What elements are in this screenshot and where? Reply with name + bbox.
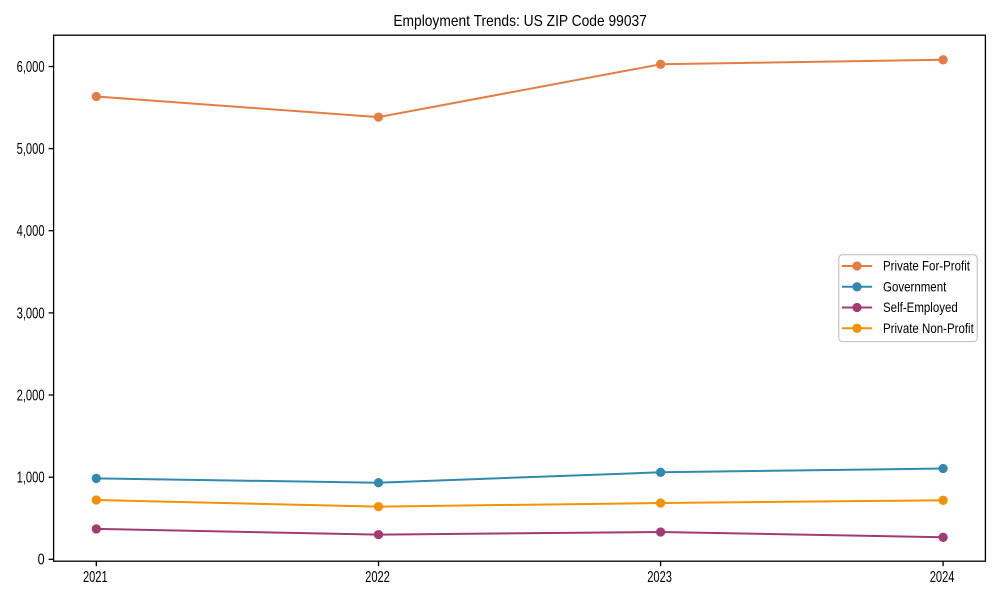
svg-text:2,000: 2,000 bbox=[17, 387, 45, 404]
svg-text:Employment Trends: US ZIP Code: Employment Trends: US ZIP Code 99037 bbox=[393, 13, 647, 30]
svg-text:6,000: 6,000 bbox=[17, 59, 45, 76]
svg-text:Government: Government bbox=[883, 279, 946, 295]
svg-text:5,000: 5,000 bbox=[17, 141, 45, 158]
svg-text:Private Non-Profit: Private Non-Profit bbox=[883, 320, 974, 336]
svg-text:1,000: 1,000 bbox=[17, 470, 45, 487]
svg-text:2022: 2022 bbox=[365, 569, 390, 586]
svg-text:2021: 2021 bbox=[83, 569, 108, 586]
svg-text:4,000: 4,000 bbox=[17, 223, 45, 240]
svg-text:2023: 2023 bbox=[647, 569, 672, 586]
svg-text:0: 0 bbox=[38, 552, 45, 569]
svg-text:2024: 2024 bbox=[930, 569, 955, 586]
svg-text:3,000: 3,000 bbox=[17, 305, 45, 322]
svg-text:Self-Employed: Self-Employed bbox=[883, 299, 958, 315]
svg-text:Private For-Profit: Private For-Profit bbox=[883, 258, 970, 274]
